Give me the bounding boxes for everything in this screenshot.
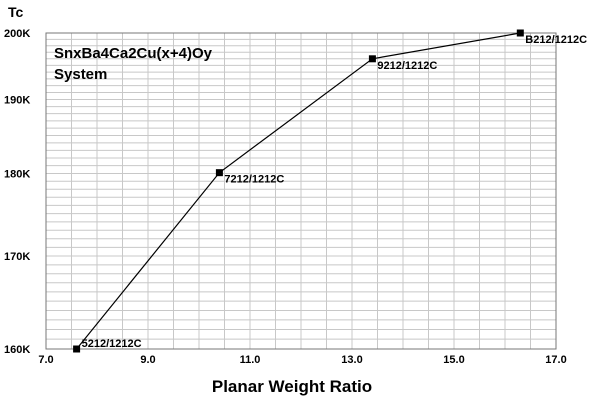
y-tick-label: 200K	[4, 28, 30, 40]
series-line	[76, 32, 521, 350]
y-tick-label: 180K	[4, 168, 30, 180]
y-axis-title: Tc	[8, 4, 24, 20]
data-point	[368, 55, 376, 63]
data-point	[215, 169, 223, 177]
data-point-label: 5212/1212C	[82, 338, 142, 350]
x-axis-ticks: 7.0 9.0 11.0 13.0 15.0 17.0	[38, 354, 566, 366]
data-point	[516, 29, 524, 37]
x-tick-label: 11.0	[240, 354, 261, 366]
y-tick-label: 170K	[4, 251, 30, 263]
y-axis-ticks: 160K 170K 180K 190K 200K	[4, 28, 30, 356]
x-tick-label: 9.0	[140, 354, 155, 366]
data-point	[73, 345, 81, 353]
x-axis-title: Planar Weight Ratio	[212, 377, 372, 396]
chart-title-line-2: System	[54, 66, 107, 83]
chart-title-line-1: SnxBa4Ca2Cu(x+4)Oy	[54, 45, 213, 62]
data-point-label: 7212/1212C	[224, 174, 284, 186]
plot-frame	[45, 32, 557, 350]
data-point-label: 9212/1212C	[377, 60, 437, 72]
data-points: 5212/1212C 7212/1212C 9212/1212C B212/1212C	[73, 29, 587, 353]
y-tick-label: 160K	[4, 344, 30, 356]
x-tick-label: 13.0	[341, 354, 362, 366]
x-tick-label: 15.0	[443, 354, 464, 366]
x-tick-label: 17.0	[545, 354, 566, 366]
data-point-label: B212/1212C	[525, 34, 587, 46]
x-tick-label: 7.0	[38, 354, 53, 366]
grid	[45, 32, 557, 350]
y-tick-label: 190K	[4, 95, 30, 107]
